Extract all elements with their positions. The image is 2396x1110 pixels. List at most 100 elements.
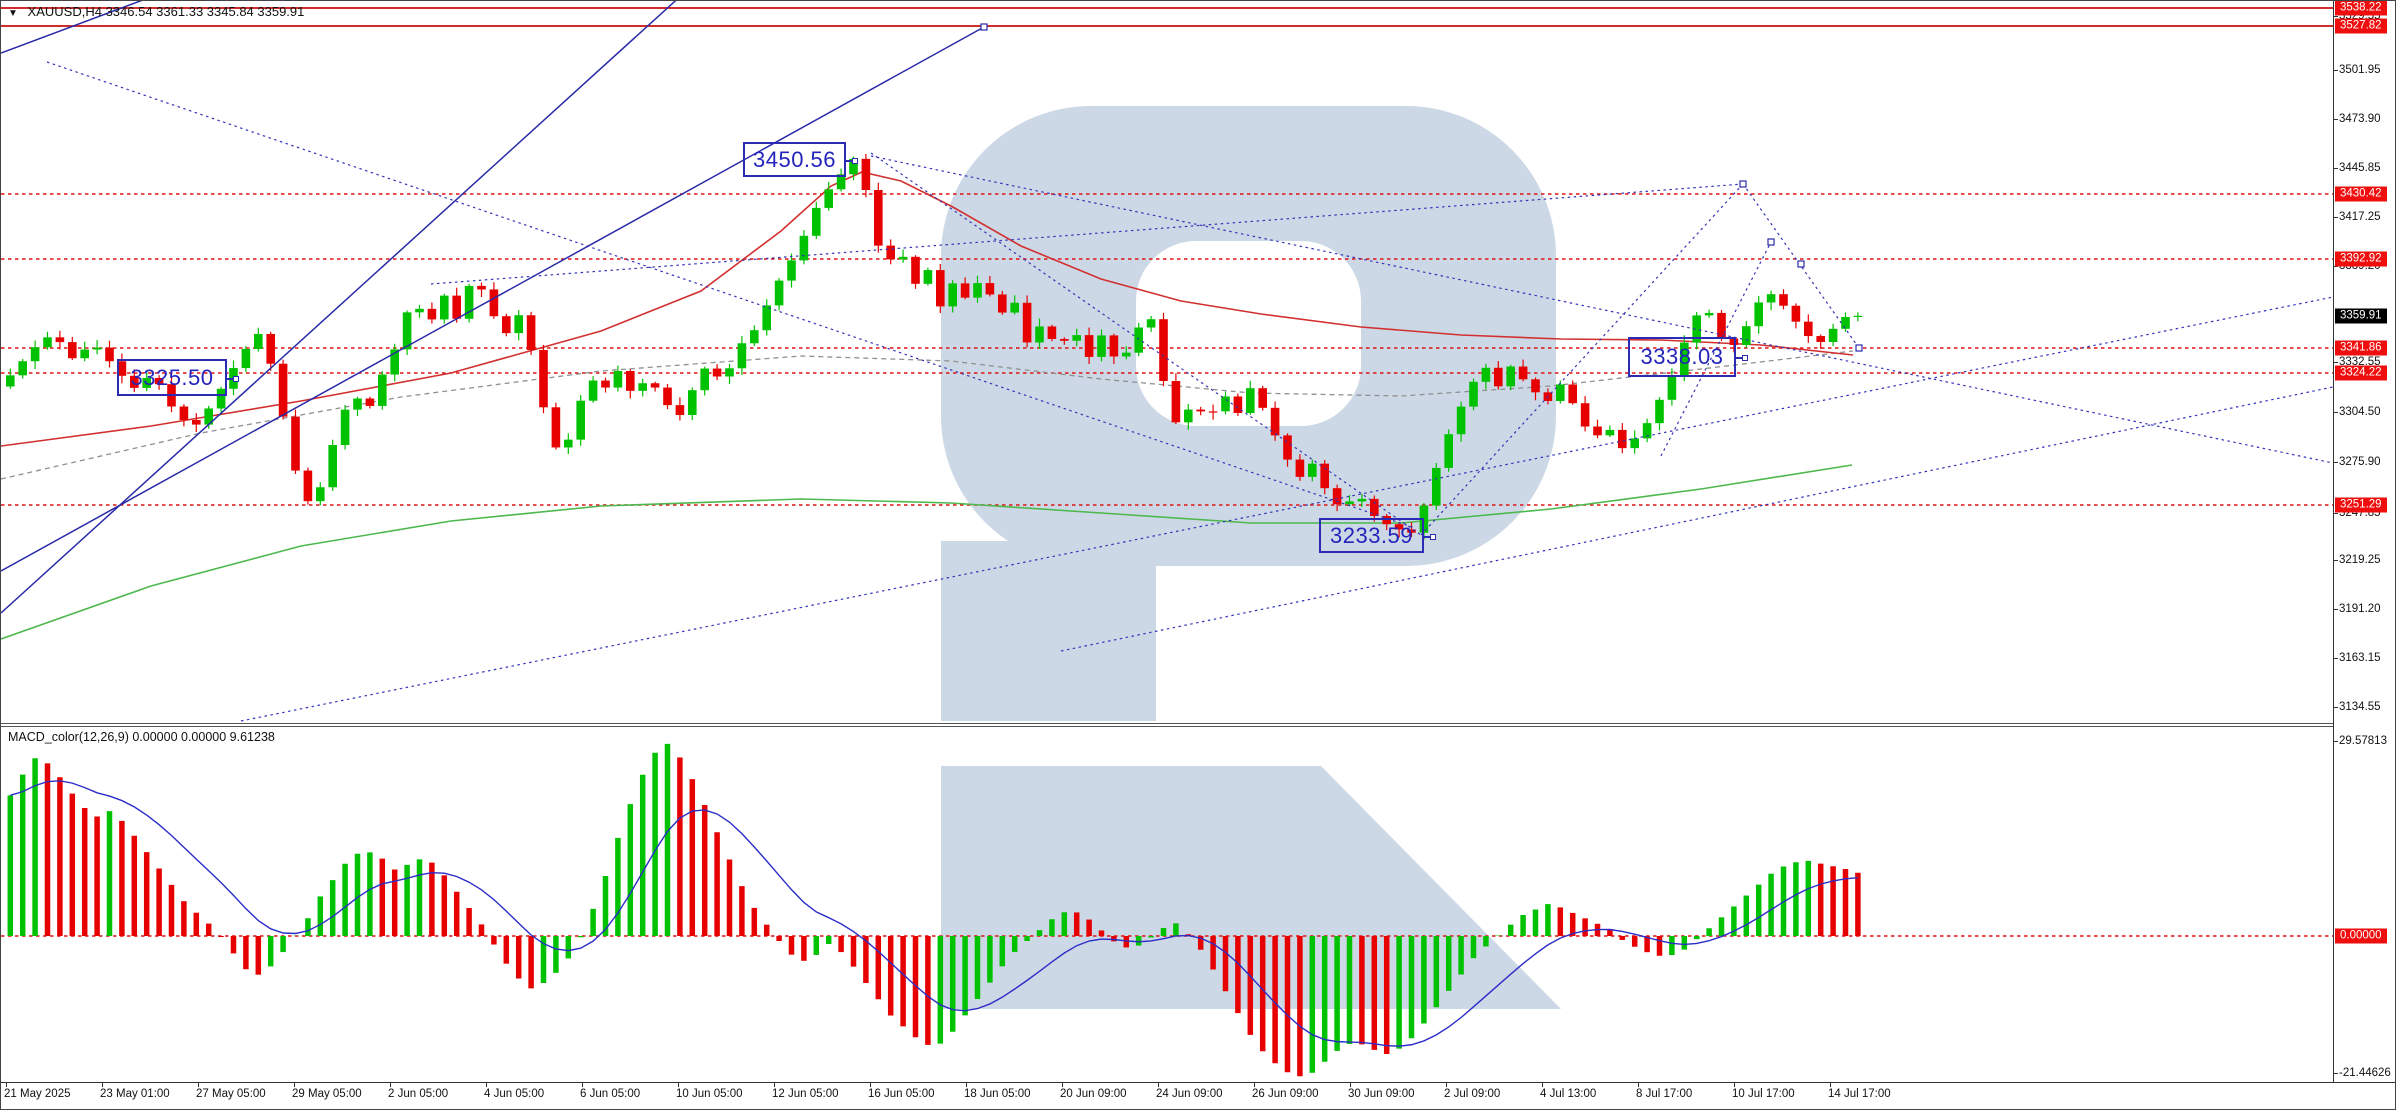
time-axis-label[interactable]: 26 Jun 09:00 <box>1252 1088 1319 1100</box>
price-axis-tick <box>2333 658 2338 659</box>
price-chart[interactable] <box>1 1 2333 723</box>
candle-body <box>1134 327 1143 353</box>
candle-body <box>1382 515 1391 525</box>
candle-body <box>1109 335 1119 357</box>
candle-body <box>750 330 759 344</box>
candle-body <box>576 400 585 440</box>
candle-body <box>477 285 486 290</box>
candle-body <box>1729 338 1739 345</box>
time-axis-label[interactable]: 16 Jun 05:00 <box>868 1088 935 1100</box>
candle-body <box>1010 302 1019 313</box>
candle-body <box>1295 459 1305 477</box>
candle-body <box>1655 399 1664 424</box>
time-axis-tick <box>1734 1082 1735 1087</box>
time-axis-label[interactable]: 29 May 05:00 <box>292 1088 362 1100</box>
candle-body <box>675 405 685 415</box>
annotation-anchor-tick <box>1736 355 1748 361</box>
trendline-dotted <box>870 152 1422 536</box>
candle-body <box>960 283 970 298</box>
time-axis-label[interactable]: 4 Jul 13:00 <box>1540 1088 1597 1100</box>
time-axis-label[interactable]: 10 Jun 05:00 <box>676 1088 743 1100</box>
price-level-badge: 3538.22 <box>2335 1 2387 16</box>
price-axis-label: 3445.85 <box>2339 162 2381 174</box>
candle-body <box>340 409 350 445</box>
candle-body <box>92 347 102 350</box>
trendline-handle <box>1739 180 1747 188</box>
macd-axis-label: 29.57813 <box>2339 735 2387 747</box>
price-axis-label: 3275.90 <box>2339 456 2381 468</box>
candle-body <box>911 256 920 284</box>
time-axis-label[interactable]: 2 Jul 09:00 <box>1444 1088 1501 1100</box>
time-axis-tick <box>1158 1082 1159 1087</box>
price-annotation[interactable]: 3338.03 <box>1628 337 1748 377</box>
price-axis-label: 3163.15 <box>2339 652 2381 664</box>
price-level-badge: 3430.42 <box>2335 186 2387 202</box>
candle-body <box>142 377 151 388</box>
symbol-period-label: XAUUSD,H4 <box>27 4 102 19</box>
panel-separator-top-line[interactable] <box>1 723 2333 724</box>
candle-body <box>1171 381 1181 423</box>
candle-body <box>1345 501 1354 505</box>
time-axis-label[interactable]: 23 May 01:00 <box>100 1088 170 1100</box>
candle-body <box>1370 498 1379 516</box>
time-axis-label[interactable]: 10 Jul 17:00 <box>1732 1088 1795 1100</box>
symbol-dropdown-icon[interactable]: ▼ <box>8 8 18 19</box>
price-annotation[interactable]: 3325.50 <box>117 359 239 396</box>
candle-body <box>1481 367 1491 382</box>
candle-body <box>1766 294 1776 303</box>
candle-body <box>688 390 697 415</box>
time-axis-label[interactable]: 30 Jun 09:00 <box>1348 1088 1415 1100</box>
candle-body <box>923 270 933 284</box>
trendline-handle <box>1855 344 1863 352</box>
candle-body <box>526 315 536 350</box>
candle-body <box>241 349 251 369</box>
time-axis-label[interactable]: 21 May 2025 <box>4 1088 71 1100</box>
candle-body <box>216 388 226 409</box>
time-axis-tick <box>774 1082 775 1087</box>
price-annotation[interactable]: 3450.56 <box>743 142 858 177</box>
trendline-dotted <box>1420 183 1744 536</box>
macd-indicator-label: MACD_color(12,26,9) 0.00000 0.00000 9.61… <box>8 730 275 744</box>
time-axis-label[interactable]: 4 Jun 05:00 <box>484 1088 545 1100</box>
time-axis-label[interactable]: 8 Jul 17:00 <box>1636 1088 1693 1100</box>
watermark-logo-stem <box>941 541 1156 721</box>
candle-body <box>737 343 747 369</box>
time-axis-label[interactable]: 12 Jun 05:00 <box>772 1088 839 1100</box>
candle-body <box>427 308 437 320</box>
candle-body <box>861 158 871 190</box>
price-level-badge: 3527.82 <box>2335 18 2387 34</box>
macd-indicator-chart[interactable] <box>1 727 2333 1081</box>
price-axis-label: 3304.50 <box>2339 406 2381 418</box>
trendline-solid <box>1 1 677 614</box>
ohlc-values: 3346.54 3361.33 3345.84 3359.91 <box>105 4 305 19</box>
candle-body <box>812 207 821 236</box>
time-axis-label[interactable]: 2 Jun 05:00 <box>388 1088 449 1100</box>
time-axis-tick <box>1062 1082 1063 1087</box>
candle-body <box>254 333 263 349</box>
time-axis-label[interactable]: 6 Jun 05:00 <box>580 1088 641 1100</box>
price-level-badge: 3324.22 <box>2335 365 2387 381</box>
price-axis-tick <box>2333 513 2338 514</box>
candle-body <box>985 283 995 295</box>
price-annotation-value: 3338.03 <box>1640 344 1724 369</box>
candle-body <box>1593 426 1602 436</box>
candle-body <box>886 245 895 260</box>
candle-body <box>1432 467 1441 506</box>
candle-body <box>1122 352 1131 357</box>
candle-body <box>787 260 796 281</box>
time-axis-label[interactable]: 27 May 05:00 <box>196 1088 266 1100</box>
candle-body <box>154 377 164 385</box>
candle-body <box>1270 407 1280 436</box>
price-axis-tick <box>2333 362 2338 363</box>
candle-body <box>489 289 499 317</box>
candle-body <box>1060 339 1069 341</box>
time-axis-label[interactable]: 18 Jun 05:00 <box>964 1088 1031 1100</box>
time-axis-label[interactable]: 14 Jul 17:00 <box>1828 1088 1891 1100</box>
ma-green-line <box>1 464 1853 640</box>
candle-body <box>1494 367 1503 387</box>
time-axis-label[interactable]: 24 Jun 09:00 <box>1156 1088 1223 1100</box>
price-annotation[interactable]: 3233.59 <box>1319 518 1436 553</box>
time-axis-label[interactable]: 20 Jun 09:00 <box>1060 1088 1127 1100</box>
candle-body <box>1084 335 1094 357</box>
